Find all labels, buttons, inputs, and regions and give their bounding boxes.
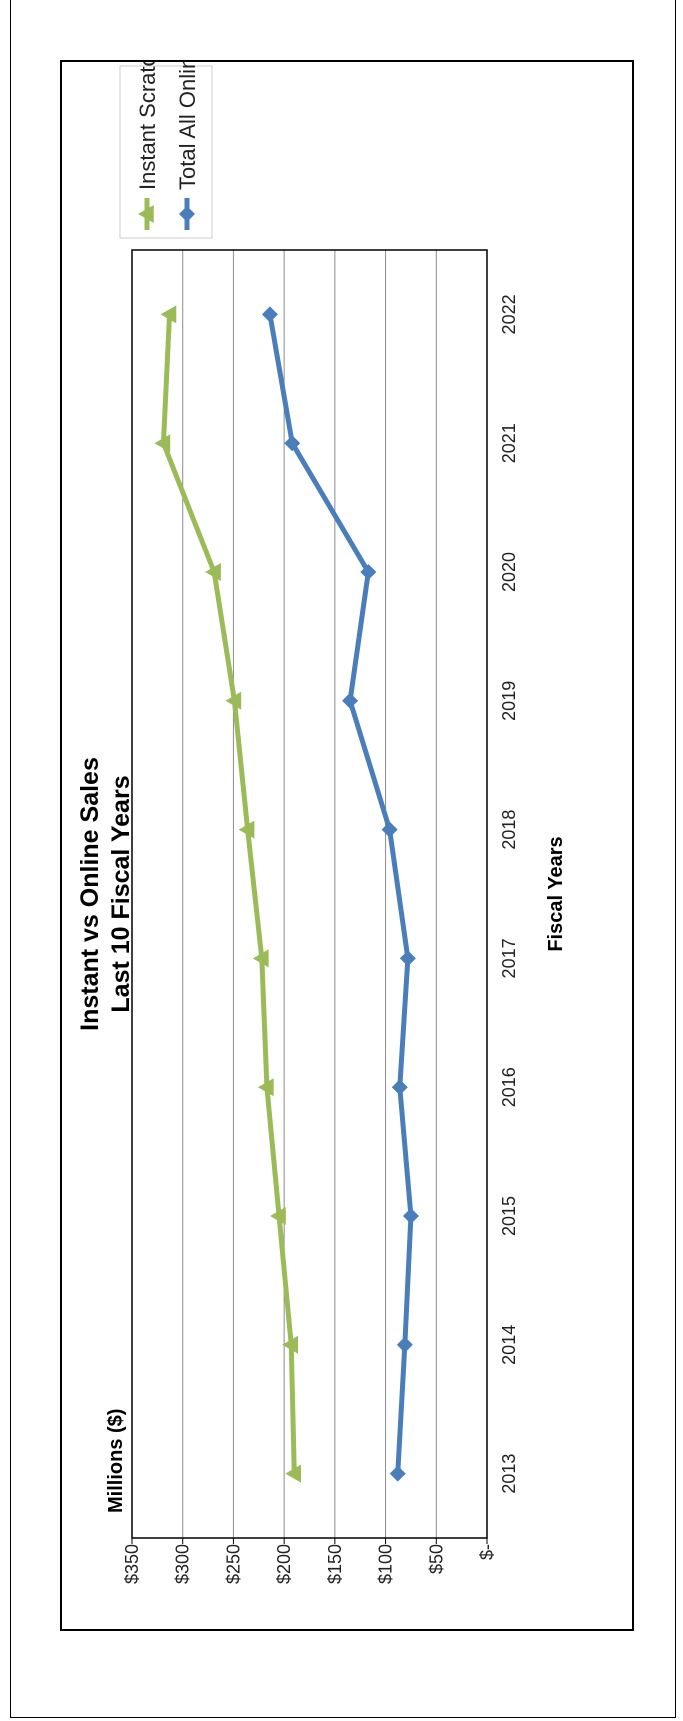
x-tick-label: 2014 [499, 1325, 519, 1365]
x-tick-label: 2019 [499, 681, 519, 721]
x-tick-label: 2020 [499, 552, 519, 592]
line-chart: $-$50$100$150$200$250$300$350 2013201420… [76, 62, 567, 1584]
diamond-marker [396, 1336, 413, 1353]
x-tick-label: 2018 [499, 810, 519, 850]
diamond-marker [179, 206, 195, 222]
y-tick-label: $100 [376, 1544, 396, 1584]
y-tick-label: $200 [274, 1544, 294, 1584]
triangle-marker [154, 434, 171, 453]
diamond-marker [284, 435, 301, 452]
y-axis-ticks: $- $50 $100 $150 $200 $250 $300 $350 [122, 1538, 497, 1584]
y-tick-label: $50 [426, 1544, 446, 1574]
y-tick-label: $300 [173, 1544, 193, 1584]
x-tick-label: 2017 [499, 938, 519, 978]
series-line [160, 311, 297, 1477]
triangle-marker [225, 691, 242, 710]
triangle-marker [257, 1078, 274, 1097]
plot-area [131, 249, 488, 1539]
triangle-marker [285, 1464, 302, 1483]
y-tick-label: $- [477, 1544, 497, 1560]
diamond-marker [389, 1465, 406, 1482]
series-line [267, 311, 414, 1477]
y-tick-label: $150 [325, 1544, 345, 1584]
x-tick-label: 2013 [499, 1454, 519, 1494]
triangle-marker [282, 1335, 298, 1354]
triangle-marker [160, 305, 177, 324]
x-axis-ticks: 2013 2014 2015 2016 2017 2018 2019 2020 2021 2022 [499, 294, 519, 1493]
legend-label: Total All Online Games [175, 62, 200, 190]
series-instant-scratch-games [154, 305, 302, 1483]
x-axis-title: Fiscal Years [545, 836, 567, 951]
y-tick-label: $250 [223, 1544, 243, 1584]
legend: Instant Scratch Games Total All Online Ga… [119, 62, 213, 239]
x-tick-label: 2022 [499, 294, 519, 334]
chart-title-line-1: Instant vs Online Sales [76, 757, 104, 1031]
y-axis-title: Millions ($) [105, 1409, 127, 1513]
diamond-marker [360, 564, 377, 580]
chart-title-line-2: Last 10 Fiscal Years [107, 775, 135, 1012]
y-tick-label: $350 [122, 1544, 142, 1584]
triangle-marker [270, 1207, 286, 1225]
diamond-marker [342, 692, 359, 709]
triangle-marker [252, 949, 269, 968]
legend-item: Total All Online Games [175, 62, 200, 230]
diamond-marker [261, 306, 278, 323]
triangle-marker [205, 563, 221, 581]
x-tick-label: 2016 [499, 1067, 519, 1107]
triangle-marker [238, 820, 255, 839]
x-tick-label: 2021 [499, 423, 519, 463]
diamond-marker [381, 821, 398, 838]
diamond-marker [402, 1208, 419, 1224]
diamond-marker [399, 950, 416, 967]
triangle-marker [138, 205, 154, 223]
legend-label: Instant Scratch Games [135, 62, 160, 190]
x-tick-label: 2015 [499, 1196, 519, 1236]
legend-box [119, 65, 213, 239]
series-group [154, 305, 419, 1483]
legend-item: Instant Scratch Games [135, 62, 160, 230]
diamond-marker [391, 1079, 408, 1096]
chart-container: $- $50 $100 $150 $200 $250 $300 $350 2013 2014 20… [60, 60, 634, 1631]
